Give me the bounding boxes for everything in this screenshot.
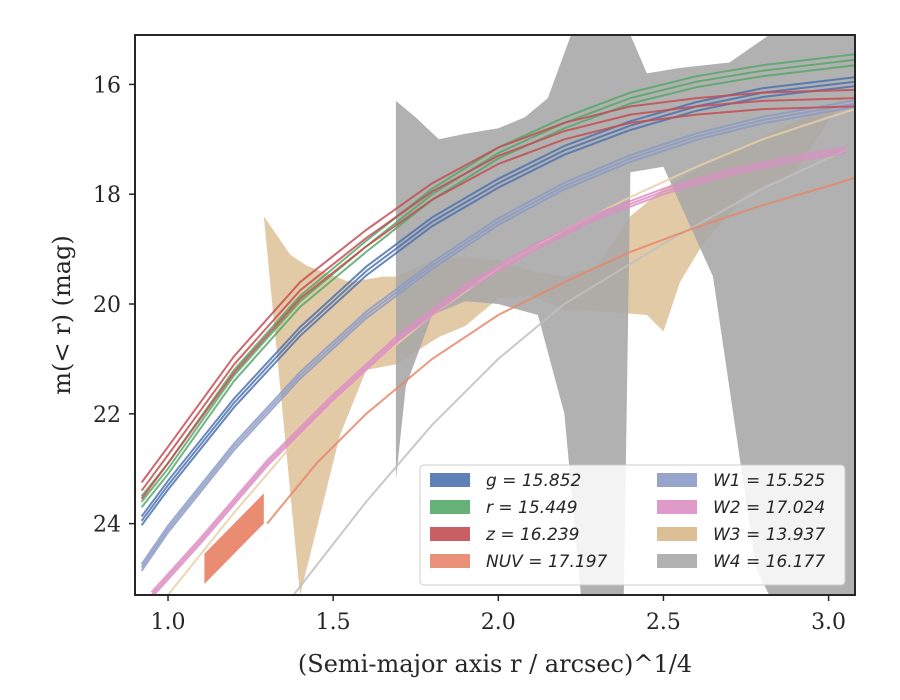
legend-swatch-W4	[657, 554, 697, 568]
legend-label-W1: W1 = 15.525	[713, 471, 825, 491]
legend-label-W4: W4 = 16.177	[713, 552, 825, 572]
series-r-line-1	[140, 64, 855, 508]
band-NUV	[204, 493, 264, 584]
legend-box	[419, 464, 846, 586]
legend-swatch-z	[430, 527, 470, 541]
x-tick-label: 1.0	[151, 610, 186, 635]
x-tick-label: 2.0	[481, 610, 516, 635]
series-g-line	[140, 80, 855, 522]
legend: g = 15.852 r = 15.449 z = 16.239 NUV = 17.1…	[419, 464, 846, 586]
series-z-line-1	[140, 105, 855, 500]
y-axis-label: m(< r) (mag)	[48, 235, 76, 394]
series-z-line-2	[140, 88, 855, 484]
legend-swatch-W3	[657, 527, 697, 541]
x-tick-label: 3.0	[811, 610, 846, 635]
series-r-line-2	[140, 53, 855, 497]
series-NUV-line	[266, 176, 855, 525]
legend-swatch-g	[430, 473, 470, 487]
series-W2-line-2	[150, 146, 846, 593]
lines-layer	[140, 53, 855, 595]
y-tick-label: 22	[93, 403, 121, 428]
x-axis-ticks: 1.0 1.5 2.0 2.5 3.0	[151, 595, 846, 635]
series-W1-line	[140, 102, 855, 569]
legend-label-NUV: NUV = 17.197	[486, 552, 608, 572]
legend-swatch-W1	[657, 473, 697, 487]
legend-label-z: z = 16.239	[485, 525, 579, 545]
series-g-line-1	[140, 85, 855, 526]
y-tick-label: 16	[93, 73, 121, 98]
y-tick-label: 24	[93, 513, 121, 538]
x-axis-label: (Semi-major axis r / arcsec)^1/4	[298, 650, 692, 678]
x-tick-label: 2.5	[646, 610, 681, 635]
series-W2-line	[150, 149, 846, 595]
plot-frame	[134, 34, 856, 596]
y-tick-label: 20	[93, 293, 121, 318]
x-tick-label: 1.5	[316, 610, 351, 635]
legend-label-W3: W3 = 13.937	[713, 525, 825, 545]
series-W1-line-1	[140, 105, 855, 572]
legend-label-W2: W2 = 17.024	[713, 498, 825, 518]
series-W4-line	[292, 149, 846, 595]
legend-label-r: r = 15.449	[486, 498, 578, 518]
legend-swatch-NUV	[430, 554, 470, 568]
legend-swatch-r	[430, 500, 470, 514]
y-axis-ticks: 16 18 20 22 24	[93, 73, 135, 538]
series-W2-line-1	[152, 152, 846, 595]
bands-layer	[204, 35, 855, 595]
series-g-line-2	[140, 76, 855, 518]
legend-label-g: g = 15.852	[486, 471, 581, 491]
series-W1-line-2	[140, 99, 855, 565]
y-tick-label: 18	[93, 183, 121, 208]
legend-swatch-W2	[657, 500, 697, 514]
band-W4	[395, 35, 855, 595]
series-z-line	[140, 97, 855, 492]
